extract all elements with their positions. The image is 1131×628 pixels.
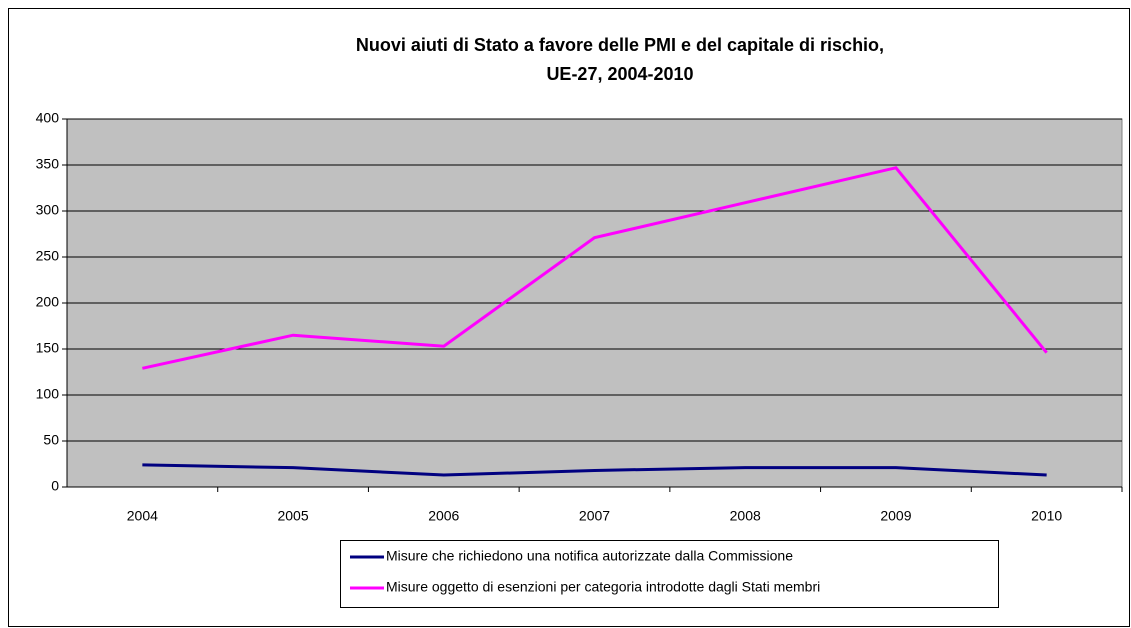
y-tick-label: 100 [36,386,60,402]
legend-label: Misure oggetto di esenzioni per categori… [386,579,820,595]
x-tick-label: 2009 [880,508,911,524]
y-tick-label: 150 [36,340,60,356]
x-tick-label: 2010 [1031,508,1062,524]
x-tick-label: 2004 [127,508,158,524]
series-line [142,166,1048,370]
y-tick-label: 200 [36,294,60,310]
y-tick-label: 0 [51,478,59,494]
y-tick-label: 300 [36,202,60,218]
series-line [142,463,1047,477]
x-tick-label: 2007 [579,508,610,524]
y-tick-label: 50 [43,432,59,448]
x-tick-label: 2005 [277,508,308,524]
chart-title: Nuovi aiuti di Stato a favore delle PMI … [356,35,884,55]
x-tick-label: 2008 [730,508,761,524]
legend-label: Misure che richiedono una notifica autor… [386,548,793,564]
legend [340,540,999,608]
y-tick-label: 400 [36,110,60,126]
y-tick-label: 350 [36,156,60,172]
y-tick-label: 250 [36,248,60,264]
x-tick-label: 2006 [428,508,459,524]
chart-title: UE-27, 2004-2010 [546,64,693,84]
